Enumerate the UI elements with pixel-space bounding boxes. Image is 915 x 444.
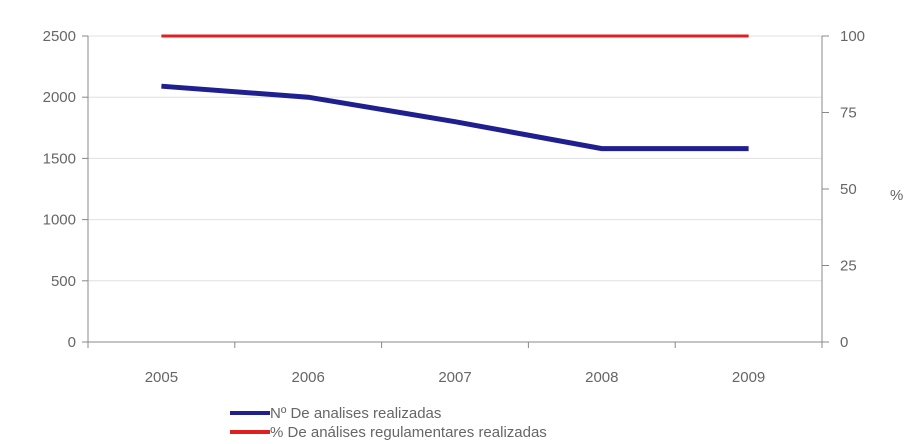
right-tick-label: 75 xyxy=(840,105,857,122)
right-axis-ticks: 0 25 50 75 100 xyxy=(822,28,865,351)
series-lines xyxy=(161,34,749,152)
left-tick-label: 0 xyxy=(68,334,76,351)
chart-axes xyxy=(87,36,823,343)
right-tick-label: 0 xyxy=(840,334,848,351)
left-tick-label: 2500 xyxy=(43,28,76,45)
x-axis-ticks: 2005 2006 2007 2008 2009 xyxy=(87,342,823,386)
legend-label-series-0: Nº De analises realizadas xyxy=(270,405,441,422)
left-tick-label: 500 xyxy=(51,273,76,290)
right-tick-label: 100 xyxy=(840,28,865,45)
left-tick-label: 1500 xyxy=(43,150,76,167)
left-tick-label: 1000 xyxy=(43,212,76,229)
left-axis-ticks: 0 500 1000 1500 2000 2500 xyxy=(43,28,88,351)
legend-label-series-1: % De análises regulamentares realizadas xyxy=(270,424,547,441)
x-tick-label: 2008 xyxy=(585,369,618,386)
right-axis-label: % xyxy=(890,187,903,204)
x-tick-label: 2007 xyxy=(438,369,471,386)
right-tick-label: 25 xyxy=(840,258,857,275)
x-tick-label: 2009 xyxy=(732,369,765,386)
left-tick-label: 2000 xyxy=(43,89,76,106)
legend: Nº De analises realizadas % De análises … xyxy=(230,405,547,441)
right-tick-label: 50 xyxy=(840,181,857,198)
x-tick-label: 2006 xyxy=(292,369,325,386)
gridlines xyxy=(88,35,822,282)
x-tick-label: 2005 xyxy=(145,369,178,386)
series-line-0 xyxy=(161,83,749,152)
